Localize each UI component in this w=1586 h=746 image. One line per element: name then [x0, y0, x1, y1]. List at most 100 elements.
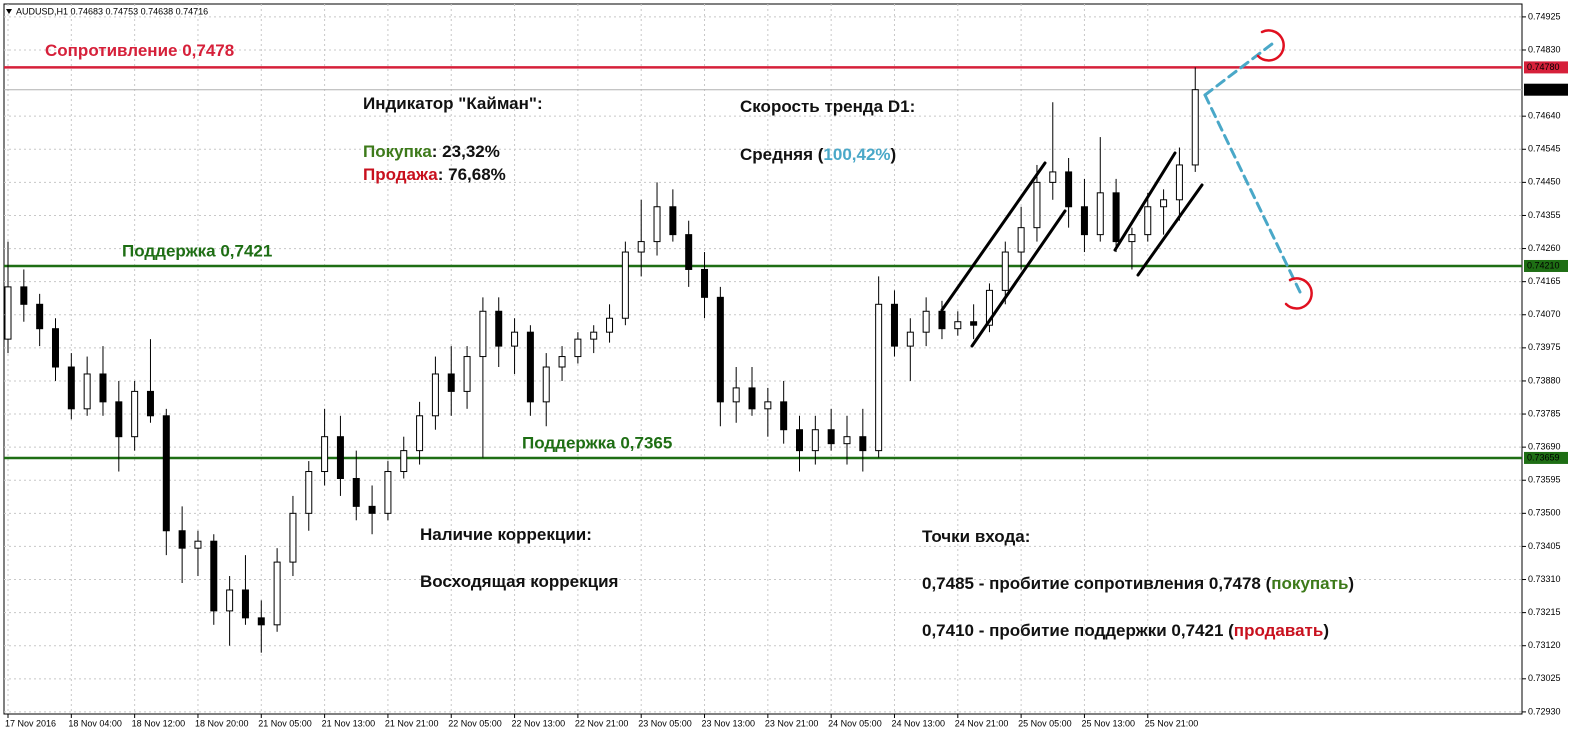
channel-line [940, 161, 1047, 312]
candle-body [1033, 181, 1041, 229]
annotation-part: ) [1323, 621, 1329, 640]
x-tick-label: 25 Nov 05:00 [1018, 718, 1072, 728]
candle-body [716, 296, 724, 403]
candle-body [542, 366, 550, 403]
candle-body [922, 310, 930, 333]
candle-body [131, 390, 139, 438]
annotation: Точки входа: [922, 527, 1030, 546]
y-tick-label: 0.74355 [1528, 210, 1561, 220]
plot-frame [3, 3, 1523, 715]
candle-body [146, 390, 154, 417]
candle-body [336, 436, 344, 479]
level-label: Сопротивление 0,7478 [45, 41, 234, 60]
projection-line [1203, 93, 1302, 294]
x-tick-label: 21 Nov 13:00 [322, 718, 376, 728]
y-tick-label: 0.74925 [1528, 11, 1561, 21]
y-tick-label: 0.73310 [1528, 574, 1561, 584]
candle-body [463, 356, 471, 392]
candle-body [843, 436, 851, 445]
y-tick-label: 0.73215 [1528, 607, 1561, 617]
annotation-part: Индикатор "Кайман": [363, 94, 543, 113]
x-tick-label: 24 Nov 21:00 [955, 718, 1009, 728]
annotation-part: покупать [1271, 574, 1348, 593]
y-tick-label: 0.73025 [1528, 673, 1561, 683]
x-tick-label: 23 Nov 13:00 [702, 718, 756, 728]
annotation-part: Восходящая коррекция [420, 572, 618, 591]
candle-body [1144, 206, 1152, 236]
y-tick-label: 0.73405 [1528, 541, 1561, 551]
candle-body [178, 530, 186, 549]
annotation: 0,7410 - пробитие поддержки 0,7421 (прод… [922, 621, 1329, 640]
candle-body [653, 206, 661, 243]
price-label-box [1524, 259, 1568, 272]
candle-body [368, 505, 376, 514]
candle-body [890, 303, 898, 347]
x-tick-label: 24 Nov 13:00 [891, 718, 945, 728]
candle-body [115, 401, 123, 438]
x-tick-label: 22 Nov 21:00 [575, 718, 629, 728]
y-tick-label: 0.73975 [1528, 342, 1561, 352]
annotation-part: Скорость тренда D1: [740, 97, 915, 116]
candle-body [1096, 192, 1104, 236]
x-tick-label: 22 Nov 05:00 [448, 718, 502, 728]
candle-body [495, 310, 503, 347]
candle-body [954, 321, 962, 330]
y-tick-label: 0.73595 [1528, 475, 1561, 485]
candle-body [194, 540, 202, 549]
candle-body [1001, 251, 1009, 291]
x-tick-label: 22 Nov 13:00 [512, 718, 566, 728]
candle-body [1112, 192, 1120, 243]
candle-body [1017, 227, 1025, 253]
y-tick-label: 0.74450 [1528, 177, 1561, 187]
annotation-part: продавать [1234, 621, 1324, 640]
annotation-part: Точки входа: [922, 527, 1030, 546]
candle-body [859, 436, 867, 452]
candle-body [4, 286, 12, 340]
x-tick-label: 18 Nov 12:00 [132, 718, 186, 728]
candle-body [305, 471, 313, 514]
candle-body [780, 401, 788, 431]
x-tick-label: 17 Nov 2016 [5, 718, 56, 728]
candle-body [1175, 164, 1183, 201]
y-tick-label: 0.74070 [1528, 309, 1561, 319]
projection-line [1203, 42, 1274, 97]
candle-body [226, 589, 234, 612]
candle-body [447, 373, 455, 392]
x-tick-label: 21 Nov 21:00 [385, 718, 439, 728]
candle-body [701, 268, 709, 298]
annotation-part: : 76,68% [438, 165, 506, 184]
x-tick-label: 25 Nov 21:00 [1145, 718, 1199, 728]
candle-body [36, 303, 44, 330]
candle-body [289, 512, 297, 563]
candle-body [1128, 234, 1136, 243]
candle-body [99, 373, 107, 403]
candle-body [20, 286, 28, 305]
annotation-part: Средняя ( [740, 145, 824, 164]
x-tick-label: 23 Nov 05:00 [638, 718, 692, 728]
x-tick-label: 24 Nov 05:00 [828, 718, 882, 728]
candle-body [241, 589, 249, 619]
y-tick-label: 0.74545 [1528, 144, 1561, 154]
y-tick-label: 0.74260 [1528, 243, 1561, 253]
candle-body [526, 331, 534, 403]
level-label: Поддержка 0,7421 [122, 241, 272, 260]
price-label-box [1524, 83, 1568, 96]
candle-body [796, 429, 803, 452]
x-tick-label: 18 Nov 20:00 [195, 718, 249, 728]
candle-body [732, 387, 740, 403]
candle-body [827, 429, 835, 445]
candle-body [51, 328, 59, 368]
channel-line [1136, 183, 1204, 277]
candle-body [621, 251, 629, 319]
annotation: 0,7485 - пробитие сопротивления 0,7478 (… [922, 574, 1354, 593]
candle-body [1080, 206, 1088, 236]
candle-body [479, 310, 487, 358]
candle-body [1065, 171, 1073, 208]
candles [4, 67, 1199, 653]
price-label-box [1524, 61, 1568, 74]
candle-body [970, 321, 978, 326]
candle-body [67, 366, 75, 410]
y-tick-label: 0.73785 [1528, 408, 1561, 418]
annotation: Покупка: 23,32% [363, 142, 500, 161]
